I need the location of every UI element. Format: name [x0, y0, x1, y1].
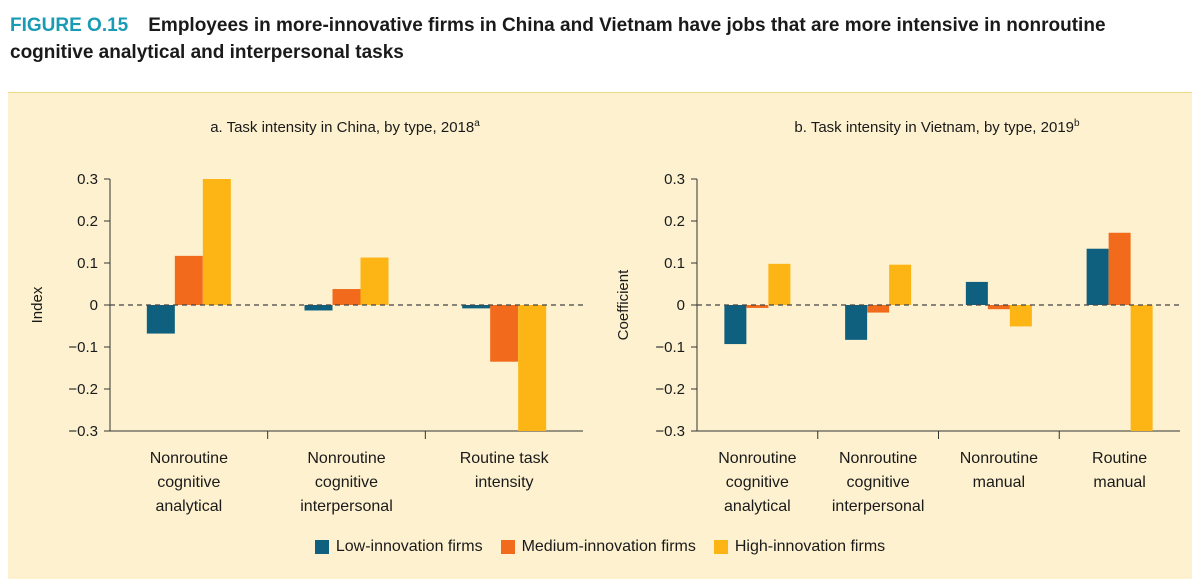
china-y-axis-label: Index — [29, 286, 46, 323]
legend-label-low: Low-innovation firms — [335, 538, 483, 555]
china-y-tick-label: 0 — [90, 297, 98, 314]
legend-item-low: Low-innovation firms — [314, 538, 483, 556]
figure-label: FIGURE O.15 — [10, 15, 129, 36]
vietnam-chart-title: b. Task intensity in Vietnam, by type, 2… — [794, 118, 1080, 136]
vietnam-bar-high-0 — [768, 263, 791, 305]
vietnam-category-label: Nonroutine cognitive interpersonal — [832, 450, 925, 515]
legend: Low-innovation firms Medium-innovation f… — [0, 538, 1200, 556]
vietnam-category-label: Nonroutine cognitive analytical — [718, 450, 796, 515]
chart-panel-background — [8, 92, 1192, 579]
china-category-label: Nonroutine cognitive analytical — [150, 450, 228, 515]
china-y-tick-label: −0.2 — [68, 381, 98, 398]
china-bar-medium-0 — [174, 255, 203, 305]
vietnam-bar-high-2 — [1009, 305, 1032, 327]
china-category-label: Nonroutine cognitive interpersonal — [300, 450, 393, 515]
china-bar-low-0 — [146, 305, 175, 334]
china-bar-low-2 — [462, 305, 491, 309]
vietnam-bar-low-2 — [965, 281, 988, 305]
vietnam-category-label: Nonroutine manual — [960, 450, 1038, 491]
legend-label-high: High-innovation firms — [734, 538, 886, 555]
legend-swatch-low — [314, 540, 329, 554]
vietnam-y-tick-label: 0 — [677, 297, 685, 314]
vietnam-bar-medium-3 — [1108, 232, 1131, 305]
china-bar-high-0 — [202, 179, 231, 305]
vietnam-y-tick-label: 0.3 — [664, 171, 685, 188]
china-y-tick-label: 0.2 — [77, 213, 98, 230]
china-bar-high-2 — [518, 305, 547, 431]
vietnam-bar-medium-0 — [746, 305, 769, 308]
china-y-tick-label: −0.1 — [68, 339, 98, 356]
china-y-tick-label: −0.3 — [68, 423, 98, 440]
vietnam-category-label: Routine manual — [1092, 450, 1147, 491]
figure-title: Employees in more-innovative firms in Ch… — [10, 15, 1106, 63]
vietnam-bar-high-1 — [889, 264, 912, 305]
figure-header: FIGURE O.15 Employees in more-innovative … — [10, 12, 1190, 66]
vietnam-y-tick-label: −0.1 — [655, 339, 685, 356]
vietnam-bar-low-3 — [1086, 248, 1109, 305]
china-bar-low-1 — [304, 305, 333, 311]
china-bar-medium-2 — [490, 305, 519, 362]
vietnam-bar-medium-2 — [987, 305, 1010, 310]
vietnam-y-tick-label: 0.2 — [664, 213, 685, 230]
legend-swatch-medium — [500, 540, 515, 554]
vietnam-y-axis-label: Coefficient — [615, 269, 632, 340]
china-bar-high-1 — [360, 257, 389, 305]
legend-item-medium: Medium-innovation firms — [500, 538, 696, 556]
legend-swatch-high — [713, 540, 728, 554]
vietnam-bar-medium-1 — [867, 305, 890, 313]
china-y-tick-label: 0.1 — [77, 255, 98, 272]
china-chart-title: a. Task intensity in China, by type, 201… — [210, 118, 480, 136]
legend-label-medium: Medium-innovation firms — [521, 538, 696, 555]
vietnam-y-tick-label: 0.1 — [664, 255, 685, 272]
vietnam-bar-high-3 — [1130, 305, 1153, 431]
legend-item-high: High-innovation firms — [713, 538, 886, 556]
vietnam-bar-low-0 — [724, 305, 747, 345]
china-y-tick-label: 0.3 — [77, 171, 98, 188]
china-bar-medium-1 — [332, 289, 361, 305]
vietnam-y-tick-label: −0.2 — [655, 381, 685, 398]
vietnam-y-tick-label: −0.3 — [655, 423, 685, 440]
vietnam-bar-low-1 — [845, 305, 868, 340]
china-category-label: Routine task intensity — [460, 450, 550, 491]
